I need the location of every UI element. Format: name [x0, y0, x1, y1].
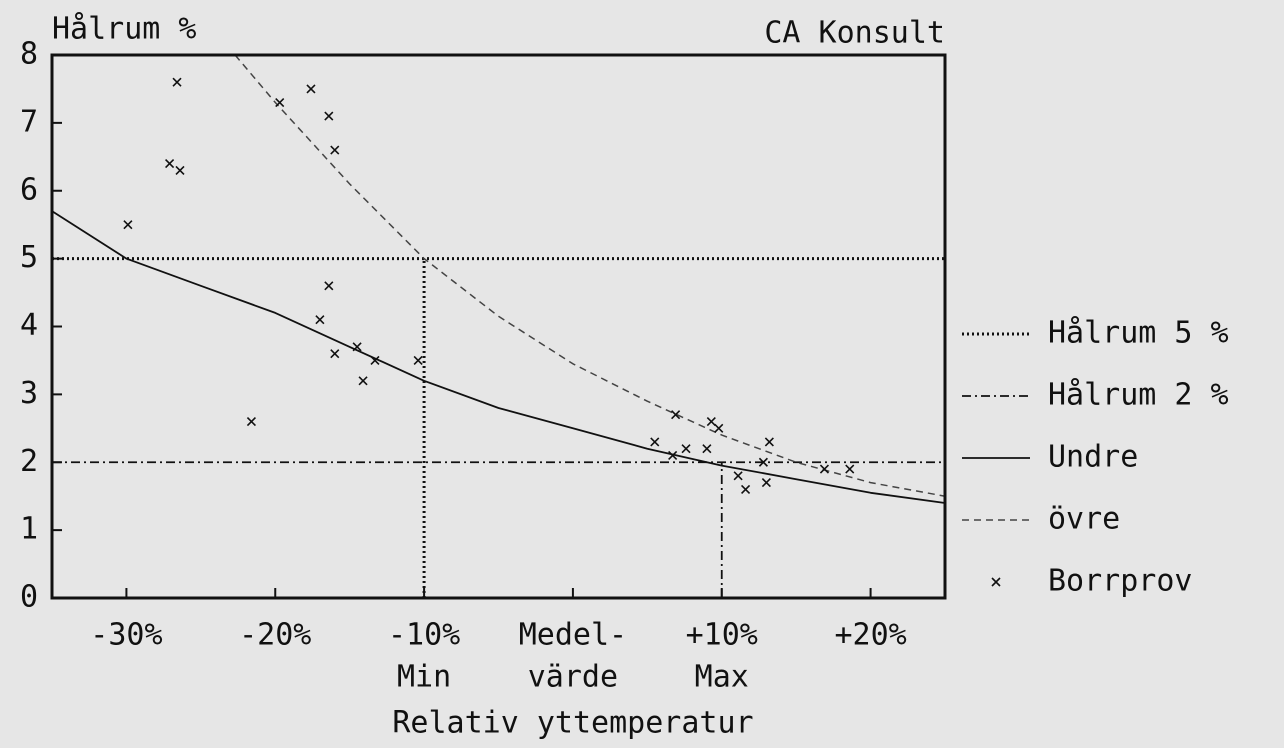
marker	[702, 444, 712, 454]
marker	[352, 342, 362, 352]
x-tick-label: Medel-	[519, 618, 627, 653]
marker-shape	[275, 97, 285, 108]
y-tick-label: 0	[20, 580, 38, 615]
marker	[758, 457, 768, 467]
x-axis-label: Relativ yttemperatur	[392, 706, 753, 741]
x-tick-label: +10%	[686, 618, 758, 653]
marker	[845, 464, 855, 474]
y-tick-label: 3	[20, 376, 38, 411]
marker	[306, 84, 316, 94]
marker-shape	[740, 484, 751, 494]
marker	[246, 416, 257, 427]
marker-shape	[650, 437, 660, 447]
marker-shape	[681, 444, 691, 454]
marker-shape	[324, 111, 334, 121]
marker-shape	[733, 471, 743, 481]
marker-shape	[758, 457, 768, 467]
marker	[324, 111, 334, 121]
marker	[650, 437, 660, 447]
x-tick-label: +20%	[834, 618, 906, 653]
legend-label: Hålrum 5 %	[1048, 316, 1229, 351]
marker-shape	[714, 423, 724, 433]
y-tick-label: 7	[20, 104, 38, 139]
marker-shape	[324, 281, 334, 291]
marker-shape	[845, 464, 855, 474]
x-tick-sublabel: värde	[528, 660, 618, 695]
marker-shape	[306, 84, 316, 94]
chart-title: CA Konsult	[764, 16, 945, 51]
marker-shape	[764, 437, 774, 447]
marker-shape	[330, 349, 340, 359]
marker-shape	[991, 577, 1001, 587]
marker-shape	[702, 444, 712, 454]
y-tick-label: 8	[20, 37, 38, 72]
marker-shape	[706, 416, 716, 427]
marker-shape	[413, 355, 423, 366]
marker	[330, 349, 340, 359]
marker	[668, 450, 678, 461]
x-tick-label: -10%	[388, 618, 460, 653]
marker	[764, 437, 774, 447]
curve	[234, 54, 946, 497]
x-tick-sublabel: Min	[397, 660, 451, 695]
marker	[370, 355, 380, 366]
marker	[761, 478, 771, 488]
marker-shape	[315, 315, 325, 325]
x-tick-label: -30%	[90, 618, 162, 653]
y-tick-label: 6	[20, 172, 38, 207]
marker-shape	[358, 376, 368, 386]
marker-shape	[165, 159, 175, 169]
marker	[165, 159, 175, 169]
marker	[733, 471, 743, 481]
marker	[358, 376, 368, 386]
curve	[51, 210, 946, 504]
legend-label: övre	[1048, 502, 1120, 537]
marker	[671, 410, 681, 420]
marker-shape	[668, 450, 678, 461]
marker-shape	[370, 355, 380, 366]
legend-label: Hålrum 2 %	[1048, 378, 1229, 413]
marker	[740, 484, 751, 494]
x-tick-sublabel: Max	[695, 660, 749, 695]
marker-shape	[761, 478, 771, 488]
marker-shape	[246, 416, 257, 427]
marker	[681, 444, 691, 454]
marker	[819, 464, 830, 474]
marker-shape	[671, 410, 681, 420]
plot-frame	[50, 53, 947, 600]
marker-shape	[172, 77, 182, 87]
marker-shape	[175, 165, 185, 175]
y-tick-label: 5	[20, 240, 38, 275]
y-tick-label: 4	[20, 308, 38, 343]
marker	[413, 355, 423, 366]
y-axis-label: Hålrum %	[52, 12, 197, 47]
marker	[991, 577, 1001, 587]
marker-shape	[123, 220, 133, 230]
marker	[275, 97, 285, 108]
marker	[330, 145, 340, 155]
marker	[172, 77, 182, 87]
legend-label: Undre	[1048, 440, 1138, 475]
marker	[315, 315, 325, 325]
x-tick-label: -20%	[239, 618, 311, 653]
marker	[123, 220, 133, 230]
marker	[714, 423, 724, 433]
marker	[175, 165, 185, 175]
y-tick-label: 2	[20, 444, 38, 479]
y-tick-label: 1	[20, 512, 38, 547]
marker-shape	[352, 342, 362, 352]
marker	[324, 281, 334, 291]
marker-shape	[819, 464, 830, 474]
marker	[706, 416, 716, 427]
marker-shape	[330, 145, 340, 155]
legend-label: Borrprov	[1048, 564, 1193, 599]
